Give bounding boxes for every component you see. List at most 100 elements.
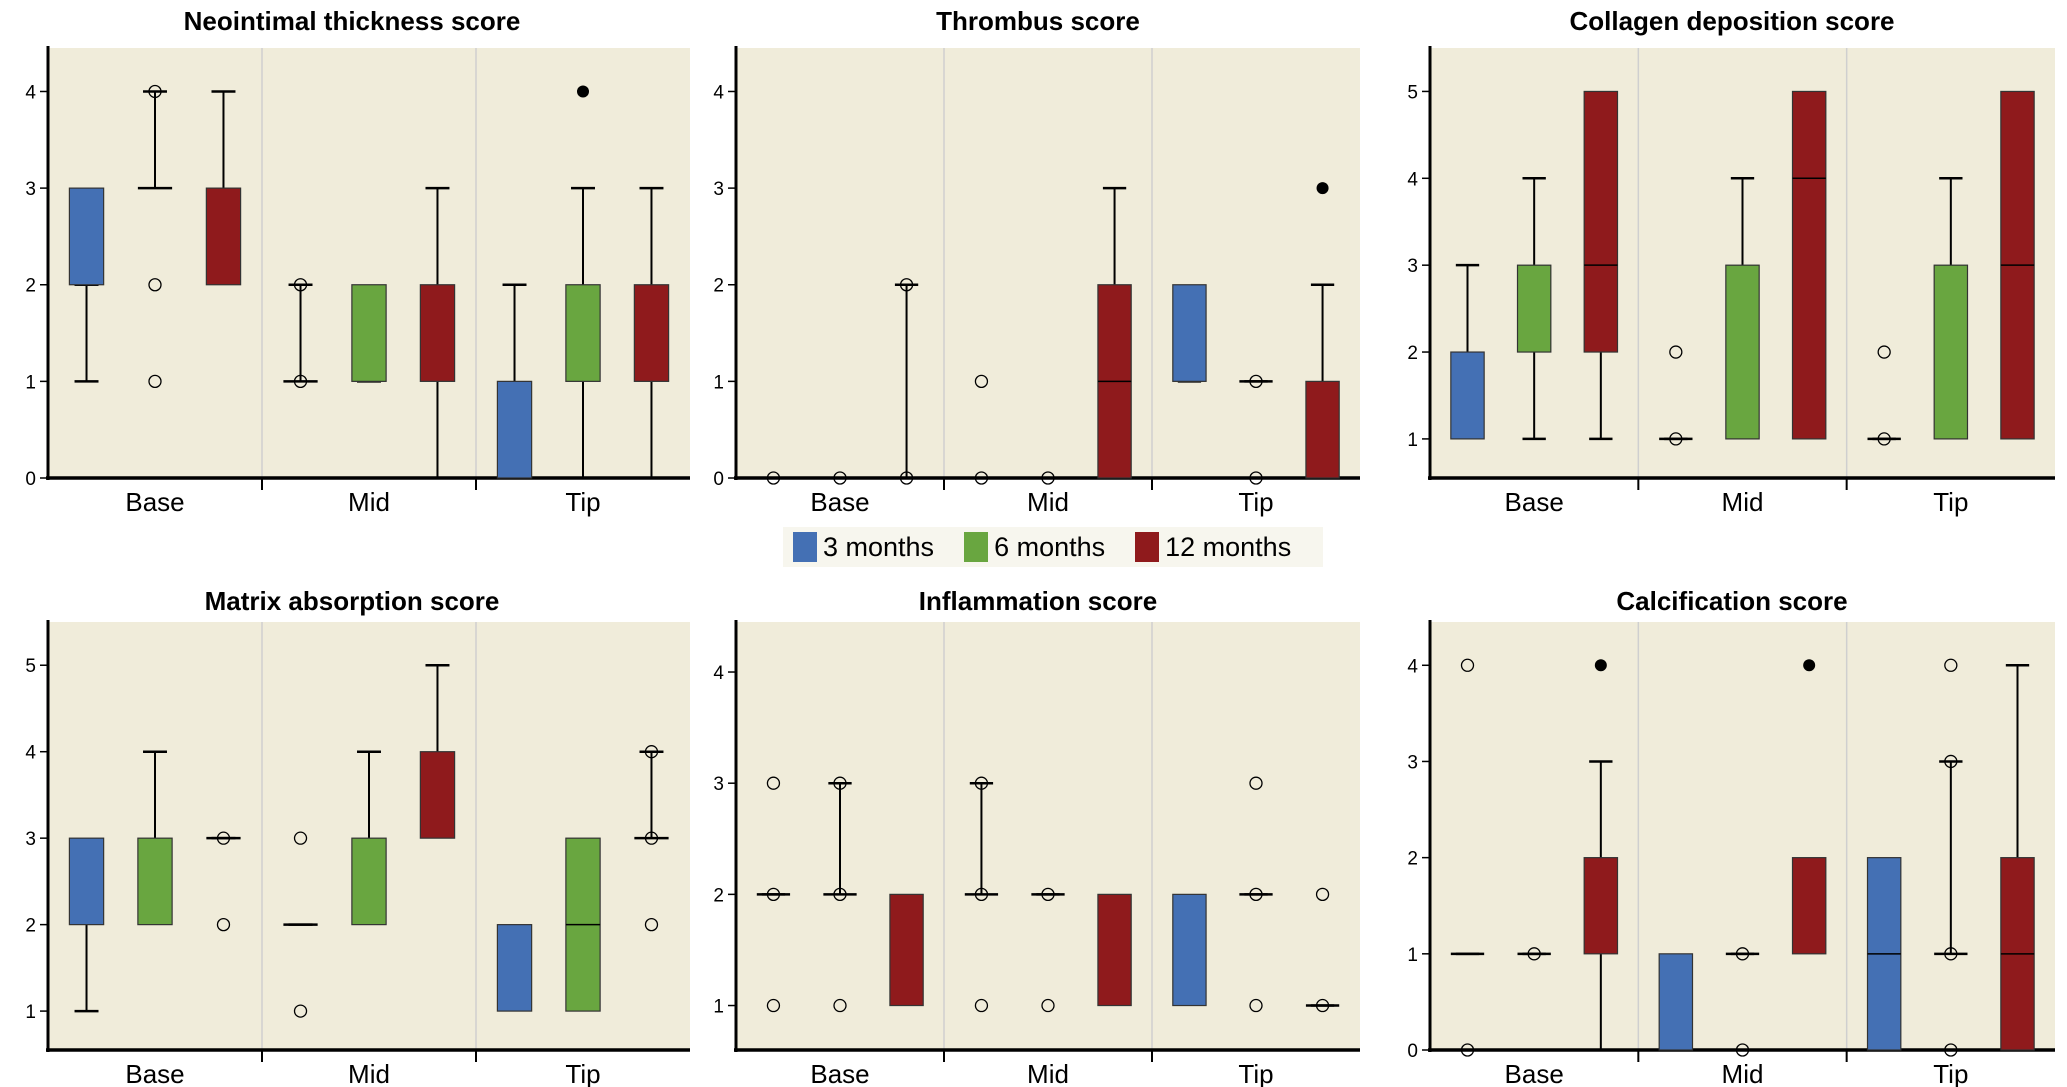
x-category-label: Base <box>810 1059 869 1087</box>
box-base-6-months <box>823 776 857 1013</box>
box-tip-12-months <box>1305 887 1340 1013</box>
outlier-point <box>148 374 162 389</box>
box-tip-6-months <box>1239 374 1273 485</box>
box-iqr <box>1583 857 1619 955</box>
outlier-point <box>899 278 914 292</box>
y-tick-label: 1 <box>25 1002 36 1023</box>
outlier-point <box>216 917 231 932</box>
box-base-6-months <box>1517 947 1551 961</box>
outlier-point <box>1249 776 1263 790</box>
box-iqr <box>1583 90 1619 353</box>
outlier-point <box>293 831 308 845</box>
y-tick-label: 3 <box>713 179 724 200</box>
box-tip-6-months <box>1934 658 1968 1057</box>
x-category-label: Tip <box>1933 1059 1968 1087</box>
x-category-label: Base <box>1505 1059 1564 1087</box>
outlier-point <box>644 745 659 759</box>
legend: 3 months 6 months 12 months <box>783 527 1323 567</box>
outlier-point <box>148 278 162 292</box>
x-category-label: Mid <box>348 1059 390 1087</box>
extreme-point <box>1803 659 1816 672</box>
box-mid-3-months <box>1658 953 1694 1051</box>
box-iqr <box>137 837 173 926</box>
chart-title: Thrombus score <box>936 6 1140 36</box>
outlier-point <box>766 887 781 902</box>
box-tip-12-months <box>633 186 670 478</box>
box-iqr <box>351 837 387 926</box>
outlier-point <box>1460 658 1475 672</box>
chart-panel-thrombus-score: Thrombus score 0 1 2 3 4 Base Mid Tip <box>713 6 1360 517</box>
outlier-point <box>293 374 308 389</box>
box-mid-12-months <box>419 186 456 478</box>
box-tip-12-months <box>2000 664 2035 1051</box>
y-tick-label: 1 <box>1407 430 1418 451</box>
outlier-point <box>1041 887 1055 902</box>
box-base-12-months <box>889 278 924 485</box>
box-iqr <box>205 187 242 286</box>
y-tick-label: 3 <box>1407 256 1418 277</box>
y-tick-label: 0 <box>713 469 724 490</box>
box-mid-12-months <box>1791 90 1827 440</box>
chart-panel-inflammation-score: Inflammation score 1 2 3 4 Base Mid Tip <box>713 586 1360 1087</box>
outlier-point <box>766 998 781 1013</box>
box-base-3-months <box>756 776 791 1013</box>
y-tick-label: 4 <box>1407 656 1418 677</box>
box-tip-12-months <box>634 745 669 932</box>
box-mid-12-months <box>1097 186 1132 479</box>
box-iqr <box>1097 893 1132 1007</box>
x-category-label: Base <box>810 487 869 517</box>
chart-title: Neointimal thickness score <box>184 6 521 36</box>
x-category-label: Base <box>125 1059 184 1087</box>
box-iqr <box>1450 351 1485 440</box>
legend-item-12-months: 12 months <box>1135 532 1291 563</box>
y-tick-label: 2 <box>25 276 36 297</box>
box-base-6-months <box>137 84 173 389</box>
x-category-label: Mid <box>1722 1059 1764 1087</box>
legend-label: 3 months <box>823 531 935 562</box>
box-base-6-months <box>1516 177 1552 441</box>
plot-background <box>48 48 690 478</box>
box-mid-6-months <box>351 750 387 926</box>
outlier-point <box>148 84 162 99</box>
outlier-point <box>1315 998 1330 1013</box>
outlier-point <box>1944 658 1958 672</box>
box-mid-6-months <box>1041 471 1055 485</box>
x-category-label: Mid <box>1027 487 1069 517</box>
box-mid-6-months <box>1725 947 1760 1057</box>
box-base-3-months <box>766 471 781 485</box>
legend-label: 6 months <box>994 531 1106 562</box>
box-iqr <box>565 284 601 382</box>
plot-background <box>736 622 1360 1050</box>
y-tick-label: 2 <box>713 885 724 906</box>
chart-panel-matrix-absorption-score: Matrix absorption score 1 2 3 4 5 Base Mid Tip <box>25 586 690 1087</box>
box-tip-3-months <box>1867 345 1901 446</box>
chart-panel-neointimal-thickness-score: Neointimal thickness score 0 1 2 3 4 Base Mid Ti… <box>25 6 690 517</box>
box-tip-3-months <box>1172 284 1207 383</box>
y-tick-label: 4 <box>1407 169 1418 190</box>
outlier-point <box>833 471 847 485</box>
x-category-label: Mid <box>348 487 390 517</box>
box-iqr <box>419 284 456 382</box>
y-tick-label: 4 <box>25 82 36 103</box>
outlier-point <box>293 1004 308 1018</box>
outlier-point <box>1944 947 1958 961</box>
box-iqr <box>496 924 533 1012</box>
outlier-point <box>1944 754 1958 769</box>
box-iqr <box>1172 893 1207 1007</box>
box-base-3-months <box>68 187 105 383</box>
box-base-12-months <box>1583 90 1619 441</box>
y-tick-label: 2 <box>25 916 36 937</box>
box-mid-3-months <box>283 831 318 1018</box>
box-base-12-months <box>206 831 241 932</box>
outlier-point <box>1249 998 1263 1013</box>
y-tick-label: 2 <box>713 276 724 297</box>
chart-panel-collagen-deposition-score: Collagen deposition score 1 2 3 4 5 Base Mid Tip <box>1407 6 2055 517</box>
box-base-3-months <box>1450 263 1485 440</box>
outlier-point <box>1877 345 1891 359</box>
plot-background <box>1430 622 2055 1050</box>
outlier-point <box>974 374 989 389</box>
outlier-point <box>833 887 847 902</box>
outlier-point <box>1669 345 1683 359</box>
outlier-point <box>216 831 231 845</box>
